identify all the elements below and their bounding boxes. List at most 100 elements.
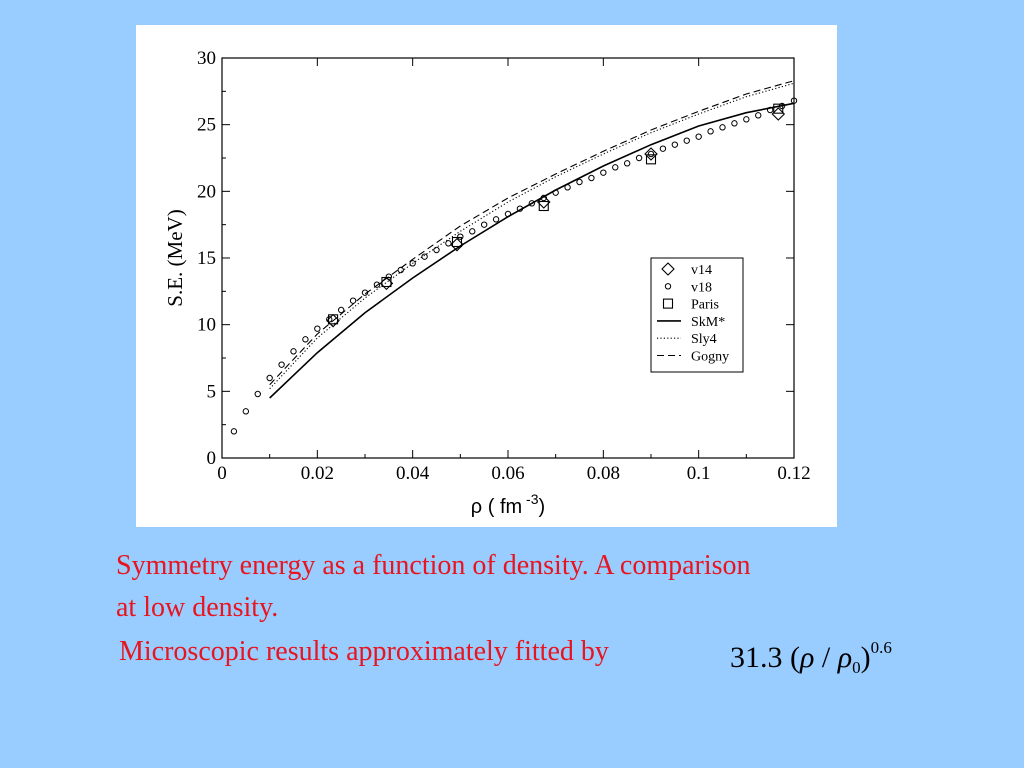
series-v18-point	[755, 112, 762, 119]
formula-subscript: 0	[852, 658, 861, 677]
series-v18-point	[683, 137, 690, 144]
legend-gogny-label: Gogny	[691, 350, 729, 365]
fit-formula: 31.3 (ρ / ρ0)0.6	[730, 628, 892, 688]
series-v18-point	[516, 205, 524, 212]
x-tick-label: 0.12	[777, 463, 810, 484]
series-gogny-line	[269, 80, 795, 386]
formula-exponent: 0.6	[870, 638, 892, 657]
x-tick-label: 0.04	[396, 463, 430, 484]
caption-line-3: Microscopic results approximately fitted…	[119, 636, 609, 667]
series-v18-point	[635, 154, 643, 162]
series-v18-point	[445, 240, 452, 247]
series-v18-point	[719, 124, 726, 131]
series-v18-point	[766, 106, 774, 114]
formula-slash: /	[821, 641, 831, 674]
series-v18-point	[242, 408, 250, 415]
series-v18-point	[433, 246, 440, 254]
series-v14-point	[536, 195, 551, 209]
series-v18-point	[540, 194, 547, 202]
formula-rho0: ρ	[837, 641, 853, 674]
series-paris-point	[538, 200, 549, 212]
series-v18-point	[552, 189, 559, 196]
series-v18-point	[528, 200, 536, 207]
series-v14-point	[644, 147, 658, 161]
y-tick-label: 0	[207, 448, 217, 469]
series-skm-line	[269, 102, 795, 399]
series-v18-point	[409, 260, 416, 267]
series-v18-point	[385, 273, 393, 280]
series-v18-point	[349, 297, 357, 304]
chart-panel: 0 0.02 0.04 0.06 0.08 0.1 0.12 0 5 10 15 20 25 30 ρ ( …	[136, 25, 837, 527]
series-v18-point	[421, 253, 428, 260]
series-v18-point	[588, 174, 595, 182]
series-v18-point	[790, 97, 798, 104]
y-tick-label: 25	[197, 115, 216, 136]
series-v18-point	[314, 325, 321, 332]
formula-close-paren: )	[860, 641, 871, 674]
caption-line-1: Symmetry energy as a function of density…	[116, 550, 751, 581]
x-tick-label: 0.02	[301, 463, 334, 484]
series-v18-point	[600, 169, 607, 176]
y-tick-label: 30	[197, 48, 216, 69]
series-v18-point	[254, 390, 261, 398]
series-v18-point	[373, 281, 381, 288]
x-axis-label-close: )	[539, 496, 546, 518]
series-paris-point	[451, 236, 463, 248]
y-tick-label: 15	[197, 248, 216, 269]
series-v18-point	[492, 216, 500, 223]
series-v18-point	[659, 145, 667, 152]
legend-paris-label: Paris	[691, 298, 719, 313]
series-paris-point	[773, 103, 784, 114]
series-v18-point	[457, 233, 464, 240]
formula-open-paren: (	[790, 641, 800, 674]
legend-box	[650, 257, 744, 373]
series-v18-point	[671, 141, 679, 148]
series-v18-point	[576, 178, 583, 186]
legend-paris-swatch	[662, 298, 674, 309]
y-tick-label: 10	[197, 315, 216, 336]
series-v18-point	[230, 428, 238, 435]
y-tick-label: 20	[197, 181, 216, 202]
chart-svg: 0 0.02 0.04 0.06 0.08 0.1 0.12 0 5 10 15 20 25 30 ρ ( …	[163, 48, 811, 518]
series-v18-point	[564, 184, 571, 191]
series-v18-point	[504, 210, 512, 218]
series-v18-point	[743, 116, 750, 123]
x-tick-label: 0.1	[687, 463, 711, 484]
legend-sly4-label: Sly4	[691, 332, 717, 347]
series-v18-point	[469, 228, 476, 235]
x-axis-label: ρ ( fm -3)	[471, 491, 545, 518]
series-v18-point	[266, 374, 273, 382]
series-paris-point	[328, 314, 339, 325]
x-axis-label-exponent: -3	[522, 491, 539, 507]
series-v18-point	[695, 133, 702, 140]
caption-line-2: at low density.	[116, 592, 279, 623]
y-tick-label: 5	[207, 381, 217, 402]
formula-coefficient: 31.3	[730, 641, 783, 674]
x-tick-label: 0.06	[491, 463, 524, 484]
series-v18-point	[278, 361, 285, 368]
x-tick-label: 0	[217, 463, 227, 484]
formula-rho: ρ	[800, 641, 815, 674]
series-paris-point	[645, 154, 657, 165]
series-v18-point	[361, 289, 369, 296]
series-paris-point	[381, 276, 392, 288]
series-v18-point	[731, 120, 738, 127]
series-v18-point	[290, 348, 297, 355]
x-tick-label: 0.08	[587, 463, 620, 484]
legend-skm-label: SkM*	[691, 315, 725, 330]
series-v18-point	[480, 221, 488, 228]
series-v18-point	[397, 266, 404, 274]
legend-v14-swatch	[661, 262, 675, 276]
y-axis-label: S.E. (MeV)	[163, 209, 187, 306]
series-v18-point	[623, 160, 631, 167]
series-v18-point	[337, 306, 345, 314]
series-v18-point	[647, 150, 655, 158]
series-v18-point	[326, 316, 333, 323]
series-v18-point	[612, 164, 619, 171]
legend-v18-label: v18	[691, 280, 712, 295]
series-v18-point	[778, 102, 786, 110]
series-v18-point	[707, 128, 714, 135]
legend-v18-swatch	[664, 283, 672, 290]
series-v18-point	[302, 336, 309, 343]
legend-v14-label: v14	[691, 263, 712, 278]
